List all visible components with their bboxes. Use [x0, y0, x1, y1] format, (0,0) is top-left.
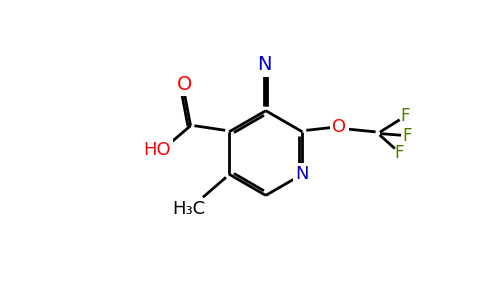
Text: H₃C: H₃C [172, 200, 206, 218]
Text: O: O [333, 118, 347, 136]
Text: N: N [257, 55, 272, 74]
Text: F: F [400, 107, 409, 125]
Text: F: F [402, 127, 412, 145]
Text: O: O [177, 75, 192, 94]
Text: N: N [296, 165, 309, 183]
Text: HO: HO [144, 141, 171, 159]
Text: F: F [395, 144, 404, 162]
